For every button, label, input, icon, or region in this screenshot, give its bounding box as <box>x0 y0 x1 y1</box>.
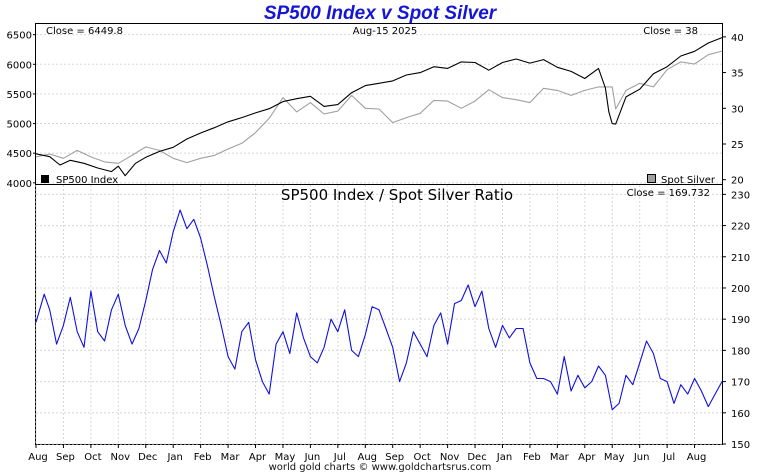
month-tick-label: Nov <box>111 452 131 463</box>
ratio-title: SP500 Index / Spot Silver Ratio <box>281 186 513 204</box>
ratio-tick-label: 230 <box>731 190 750 201</box>
month-tick-label: Sep <box>56 452 75 463</box>
month-tick-label: Jul <box>333 452 346 463</box>
bottom-panel-series <box>35 209 723 411</box>
month-tick-label: Aug <box>28 452 48 463</box>
month-tick-label: Mar <box>550 452 570 463</box>
top-panel-ticks: 4000 4500 5000 5500 6000 6500 20 25 30 35 40 <box>7 31 744 190</box>
month-tick-label: Feb <box>523 452 541 463</box>
right-tick-label: 35 <box>731 69 744 80</box>
month-tick-label: Jul <box>662 452 675 463</box>
month-tick-label: Dec <box>467 452 486 463</box>
right-tick-label: 25 <box>731 140 744 151</box>
legend-label-silver: Spot Silver <box>661 175 716 186</box>
bottom-panel-grid <box>35 185 722 445</box>
ratio-line <box>35 209 723 411</box>
left-tick-label: 6000 <box>7 60 32 71</box>
bottom-panel-frame <box>35 184 723 445</box>
left-tick-label: 4000 <box>7 179 32 190</box>
month-tick-label: Nov <box>440 452 460 463</box>
ratio-tick-label: 190 <box>731 315 750 326</box>
month-tick-label: Apr <box>578 452 596 463</box>
ratio-tick-label: 180 <box>731 346 750 357</box>
right-tick-label: 30 <box>731 104 744 115</box>
month-tick-label: Aug <box>358 452 378 463</box>
close-sp500-label: Close = 6449.8 <box>46 26 123 37</box>
month-tick-label: Aug <box>687 452 707 463</box>
month-tick-label: Jun <box>304 452 321 463</box>
ratio-tick-label: 150 <box>731 440 750 451</box>
month-tick-label: Jan <box>496 452 512 463</box>
bottom-panel-ticks: 150 160 170 180 190 200 210 220 230 <box>722 190 750 451</box>
chart-title: SP500 Index v Spot Silver <box>263 3 497 24</box>
month-tick-label: Feb <box>194 452 212 463</box>
left-tick-label: 6500 <box>7 31 32 42</box>
ratio-tick-label: 160 <box>731 409 750 420</box>
date-label: Aug-15 2025 <box>353 26 418 37</box>
top-panel-series <box>35 37 723 177</box>
month-tick-label: Jun <box>633 452 650 463</box>
close-ratio-label: Close = 169.732 <box>627 188 710 199</box>
ratio-tick-label: 170 <box>731 378 750 389</box>
legend-swatch-sp500 <box>41 175 49 183</box>
x-axis-ticks: Aug Sep Oct Nov Dec Jan Feb Mar Apr May Jun Jul Aug S… <box>28 444 706 463</box>
footer-credit: world gold charts © www.goldchartsrus.co… <box>268 462 492 473</box>
month-tick-label: Dec <box>138 452 157 463</box>
ratio-tick-label: 210 <box>731 253 750 264</box>
month-tick-label: Jan <box>166 452 182 463</box>
legend-swatch-silver <box>647 174 656 183</box>
month-tick-label: Oct <box>414 452 431 463</box>
right-tick-label: 20 <box>731 176 744 187</box>
ratio-tick-label: 200 <box>731 284 750 295</box>
left-tick-label: 4500 <box>7 149 32 160</box>
month-tick-label: May <box>604 452 625 463</box>
ratio-tick-label: 220 <box>731 222 750 233</box>
month-tick-label: Mar <box>221 452 241 463</box>
legend-label-sp500: SP500 Index <box>56 175 118 186</box>
top-panel-frame <box>35 23 723 185</box>
month-tick-label: Apr <box>249 452 267 463</box>
silver-line <box>35 50 723 164</box>
month-tick-label: Oct <box>84 452 101 463</box>
sp500-line <box>35 37 723 177</box>
right-tick-label: 40 <box>731 33 744 44</box>
close-silver-label: Close = 38 <box>643 26 698 37</box>
month-tick-label: Sep <box>385 452 404 463</box>
left-tick-label: 5000 <box>7 120 32 131</box>
left-tick-label: 5500 <box>7 90 32 101</box>
month-tick-label: May <box>275 452 296 463</box>
